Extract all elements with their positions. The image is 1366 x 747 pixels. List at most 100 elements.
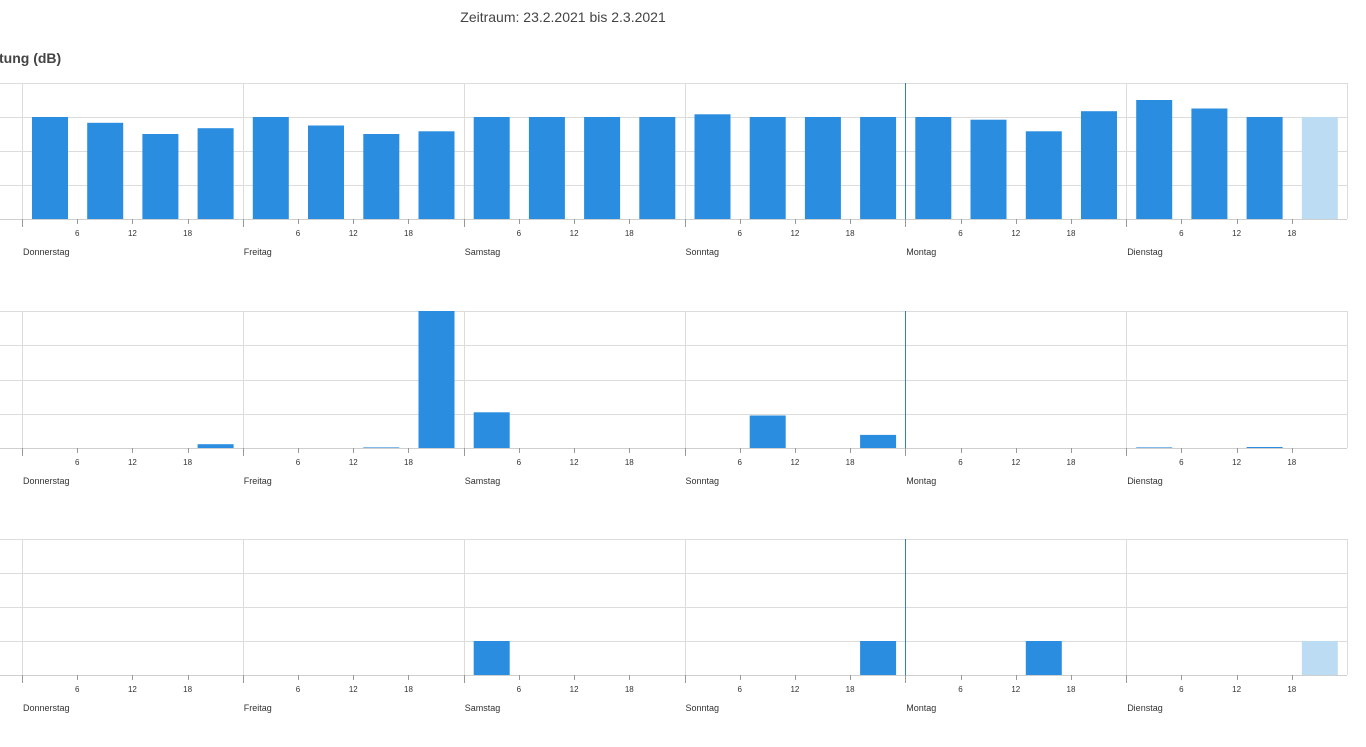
hour-tick-label: 18 bbox=[1067, 458, 1076, 467]
day-label: Sonntag bbox=[686, 703, 720, 713]
bar[interactable] bbox=[363, 134, 400, 219]
bar[interactable] bbox=[197, 444, 234, 448]
hour-tick-label: 18 bbox=[404, 458, 413, 467]
hour-tick-label: 6 bbox=[1179, 458, 1184, 467]
bar[interactable] bbox=[1301, 641, 1338, 675]
bar[interactable] bbox=[528, 117, 565, 219]
hour-tick-label: 18 bbox=[846, 685, 855, 694]
hour-tick-label: 6 bbox=[517, 229, 522, 238]
hour-tick-label: 6 bbox=[517, 685, 522, 694]
hour-tick-label: 12 bbox=[1011, 685, 1020, 694]
hour-tick-label: 12 bbox=[790, 458, 799, 467]
hour-tick-label: 18 bbox=[183, 685, 192, 694]
hour-tick-label: 18 bbox=[625, 458, 634, 467]
hour-tick-label: 12 bbox=[1232, 685, 1241, 694]
bar[interactable] bbox=[418, 131, 455, 219]
day-label: Freitag bbox=[244, 476, 272, 486]
hour-tick-label: 12 bbox=[1232, 458, 1241, 467]
bar[interactable] bbox=[749, 117, 786, 219]
hour-tick-label: 18 bbox=[1287, 685, 1296, 694]
bar[interactable] bbox=[639, 117, 676, 219]
bar[interactable] bbox=[142, 134, 179, 219]
hour-tick-label: 18 bbox=[183, 229, 192, 238]
hour-tick-label: 6 bbox=[1179, 229, 1184, 238]
bar[interactable] bbox=[1301, 117, 1338, 219]
hour-tick-label: 12 bbox=[790, 685, 799, 694]
hour-tick-label: 6 bbox=[958, 229, 963, 238]
bar[interactable] bbox=[252, 117, 289, 219]
bar[interactable] bbox=[1136, 447, 1173, 449]
hour-tick-label: 12 bbox=[349, 458, 358, 467]
hour-tick-label: 6 bbox=[75, 229, 80, 238]
hour-tick-label: 12 bbox=[1232, 229, 1241, 238]
bar[interactable] bbox=[860, 641, 897, 675]
hour-tick-label: 6 bbox=[75, 458, 80, 467]
day-label: Sonntag bbox=[686, 247, 720, 257]
bar[interactable] bbox=[915, 117, 952, 219]
day-label: Samstag bbox=[465, 703, 501, 713]
bar[interactable] bbox=[860, 117, 897, 219]
section-title: tung (dB) bbox=[0, 50, 62, 66]
hour-tick-label: 18 bbox=[1067, 229, 1076, 238]
bar[interactable] bbox=[473, 641, 510, 675]
hour-tick-label: 12 bbox=[570, 458, 579, 467]
day-label: Freitag bbox=[244, 703, 272, 713]
bar[interactable] bbox=[473, 117, 510, 219]
hour-tick-label: 18 bbox=[1287, 229, 1296, 238]
bar[interactable] bbox=[584, 117, 621, 219]
day-label: Montag bbox=[906, 703, 936, 713]
hour-tick-label: 12 bbox=[128, 685, 137, 694]
bar[interactable] bbox=[1025, 131, 1062, 219]
day-label: Dienstag bbox=[1127, 703, 1163, 713]
hour-tick-label: 12 bbox=[349, 685, 358, 694]
hour-tick-label: 12 bbox=[128, 229, 137, 238]
hour-tick-label: 12 bbox=[570, 229, 579, 238]
hour-tick-label: 6 bbox=[517, 458, 522, 467]
period-label: Zeitraum: 23.2.2021 bis 2.3.2021 bbox=[460, 9, 666, 25]
hour-tick-label: 6 bbox=[296, 229, 301, 238]
hour-tick-label: 12 bbox=[1011, 229, 1020, 238]
day-label: Samstag bbox=[465, 476, 501, 486]
hour-tick-label: 6 bbox=[296, 685, 301, 694]
bar[interactable] bbox=[87, 122, 124, 219]
hour-tick-label: 6 bbox=[737, 458, 742, 467]
hour-tick-label: 18 bbox=[846, 458, 855, 467]
bar[interactable] bbox=[363, 447, 400, 449]
hour-tick-label: 18 bbox=[846, 229, 855, 238]
bar[interactable] bbox=[473, 412, 510, 448]
bar[interactable] bbox=[1246, 117, 1283, 219]
hour-tick-label: 6 bbox=[958, 458, 963, 467]
bar[interactable] bbox=[694, 114, 731, 219]
hour-tick-label: 12 bbox=[349, 229, 358, 238]
bar[interactable] bbox=[804, 117, 841, 219]
hour-tick-label: 6 bbox=[296, 458, 301, 467]
bar[interactable] bbox=[418, 311, 455, 448]
hour-tick-label: 12 bbox=[790, 229, 799, 238]
bar[interactable] bbox=[1081, 111, 1117, 219]
bar[interactable] bbox=[1025, 641, 1062, 675]
hour-tick-label: 18 bbox=[1067, 685, 1076, 694]
day-label: Dienstag bbox=[1127, 476, 1163, 486]
bar[interactable] bbox=[308, 125, 344, 220]
hour-tick-label: 6 bbox=[75, 685, 80, 694]
bar[interactable] bbox=[749, 415, 786, 449]
bar[interactable] bbox=[1246, 447, 1283, 448]
bar[interactable] bbox=[860, 434, 897, 448]
bar[interactable] bbox=[32, 117, 68, 219]
day-label: Donnerstag bbox=[23, 476, 70, 486]
bar[interactable] bbox=[1191, 108, 1228, 220]
hour-tick-label: 18 bbox=[404, 685, 413, 694]
bar[interactable] bbox=[1136, 100, 1173, 219]
bar[interactable] bbox=[197, 128, 234, 219]
hour-tick-label: 6 bbox=[958, 685, 963, 694]
hour-tick-label: 18 bbox=[1287, 458, 1296, 467]
bar[interactable] bbox=[970, 119, 1007, 219]
day-label: Dienstag bbox=[1127, 247, 1163, 257]
hour-tick-label: 6 bbox=[737, 685, 742, 694]
day-label: Donnerstag bbox=[23, 247, 70, 257]
hour-tick-label: 12 bbox=[570, 685, 579, 694]
day-label: Donnerstag bbox=[23, 703, 70, 713]
day-label: Samstag bbox=[465, 247, 501, 257]
hour-tick-label: 12 bbox=[128, 458, 137, 467]
